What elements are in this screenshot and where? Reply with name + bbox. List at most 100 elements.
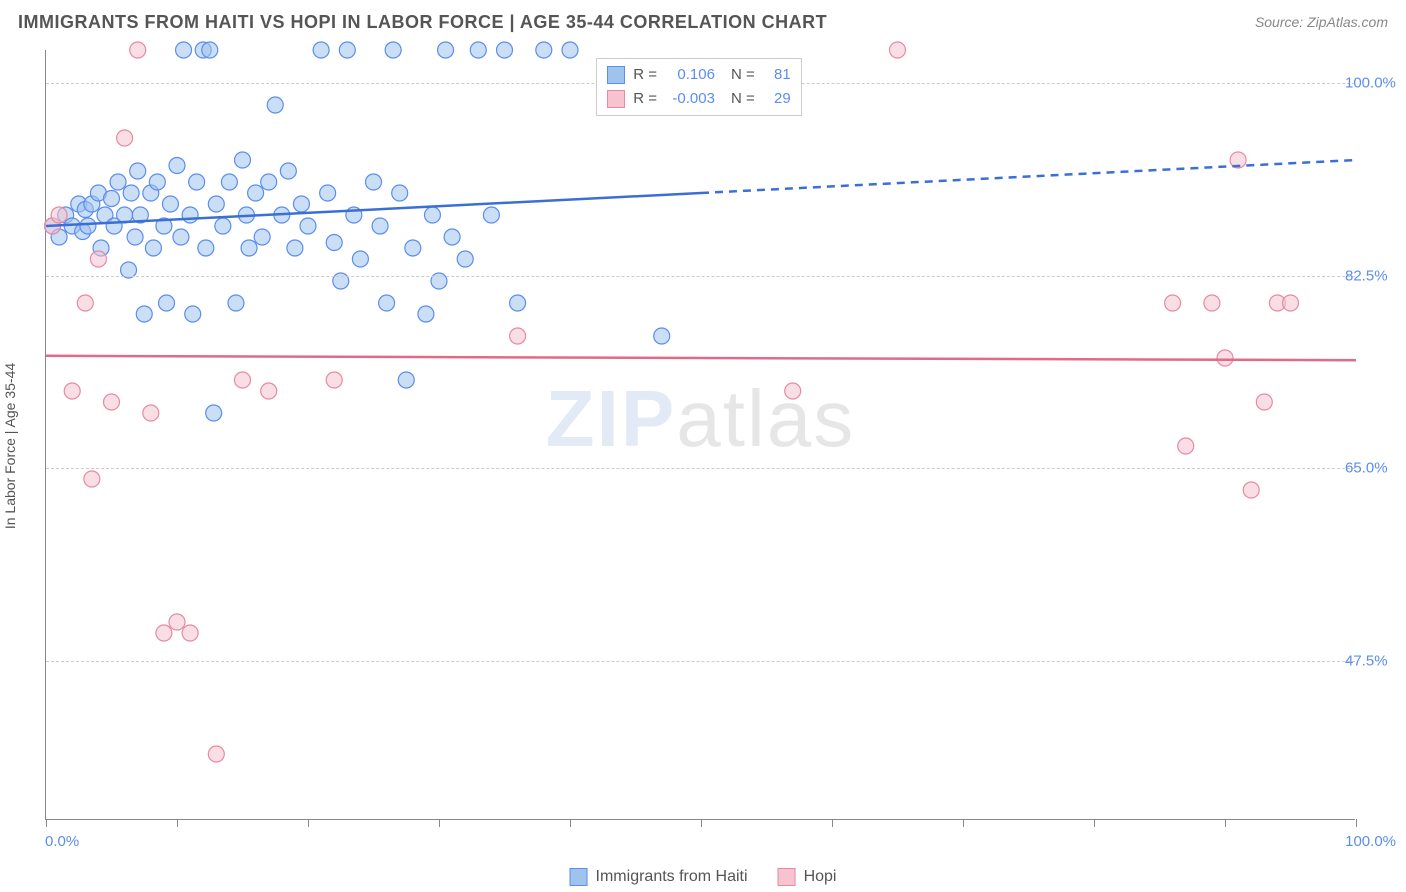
data-point	[261, 174, 277, 190]
gridline	[46, 276, 1355, 277]
data-point	[208, 196, 224, 212]
data-point	[1283, 295, 1299, 311]
y-tick-label: 100.0%	[1345, 75, 1405, 92]
swatch-icon	[570, 868, 588, 886]
data-point	[176, 42, 192, 58]
data-point	[189, 174, 205, 190]
x-tick	[1356, 819, 1357, 827]
data-point	[208, 746, 224, 762]
data-point	[1243, 482, 1259, 498]
data-point	[169, 614, 185, 630]
data-point	[326, 372, 342, 388]
data-point	[84, 471, 100, 487]
r-value: -0.003	[665, 90, 715, 107]
n-value: 29	[763, 90, 791, 107]
data-point	[366, 174, 382, 190]
gridline	[46, 661, 1355, 662]
data-point	[202, 42, 218, 58]
data-point	[110, 174, 126, 190]
plot-svg	[46, 50, 1355, 819]
plot-area: ZIPatlas 47.5%65.0%82.5%100.0%R =0.106N …	[45, 50, 1355, 820]
data-point	[221, 174, 237, 190]
data-point	[136, 306, 152, 322]
data-point	[80, 218, 96, 234]
data-point	[206, 405, 222, 421]
data-point	[185, 306, 201, 322]
data-point	[510, 328, 526, 344]
y-tick-label: 47.5%	[1345, 652, 1405, 669]
data-point	[51, 207, 67, 223]
data-point	[159, 295, 175, 311]
data-point	[1204, 295, 1220, 311]
data-point	[90, 251, 106, 267]
data-point	[235, 372, 251, 388]
data-point	[352, 251, 368, 267]
data-point	[182, 625, 198, 641]
x-tick	[963, 819, 964, 827]
trend-line-hopi	[46, 356, 1356, 360]
data-point	[405, 240, 421, 256]
x-tick	[701, 819, 702, 827]
x-axis-min-label: 0.0%	[45, 833, 79, 850]
data-point	[385, 42, 401, 58]
data-point	[438, 42, 454, 58]
data-point	[300, 218, 316, 234]
data-point	[104, 191, 120, 207]
data-point	[785, 383, 801, 399]
legend-bottom: Immigrants from Haiti Hopi	[570, 868, 837, 886]
swatch-icon	[778, 868, 796, 886]
data-point	[145, 240, 161, 256]
x-tick	[1225, 819, 1226, 827]
legend-correlation: R =0.106N =81R =-0.003N =29	[596, 58, 802, 116]
data-point	[1178, 438, 1194, 454]
y-tick-label: 82.5%	[1345, 267, 1405, 284]
legend-item-haiti: Immigrants from Haiti	[570, 868, 748, 886]
data-point	[149, 174, 165, 190]
data-point	[182, 207, 198, 223]
data-point	[392, 185, 408, 201]
data-point	[313, 42, 329, 58]
legend-item-hopi: Hopi	[778, 868, 837, 886]
chart-header: IMMIGRANTS FROM HAITI VS HOPI IN LABOR F…	[0, 0, 1406, 44]
legend-row: R =0.106N =81	[607, 63, 791, 87]
swatch-icon	[607, 66, 625, 84]
data-point	[228, 295, 244, 311]
data-point	[293, 196, 309, 212]
data-point	[483, 207, 499, 223]
x-tick	[308, 819, 309, 827]
data-point	[267, 97, 283, 113]
data-point	[654, 328, 670, 344]
data-point	[130, 42, 146, 58]
x-tick	[570, 819, 571, 827]
data-point	[444, 229, 460, 245]
y-axis-title: In Labor Force | Age 35-44	[2, 363, 18, 529]
swatch-icon	[607, 90, 625, 108]
data-point	[1256, 394, 1272, 410]
data-point	[326, 235, 342, 251]
data-point	[248, 185, 264, 201]
legend-row: R =-0.003N =29	[607, 87, 791, 111]
data-point	[424, 207, 440, 223]
data-point	[562, 42, 578, 58]
data-point	[241, 240, 257, 256]
data-point	[173, 229, 189, 245]
data-point	[470, 42, 486, 58]
gridline	[46, 468, 1355, 469]
data-point	[1165, 295, 1181, 311]
data-point	[130, 163, 146, 179]
data-point	[162, 196, 178, 212]
data-point	[398, 372, 414, 388]
data-point	[418, 306, 434, 322]
y-tick-label: 65.0%	[1345, 460, 1405, 477]
data-point	[1217, 350, 1233, 366]
data-point	[254, 229, 270, 245]
data-point	[156, 625, 172, 641]
data-point	[104, 394, 120, 410]
x-tick	[46, 819, 47, 827]
chart-title: IMMIGRANTS FROM HAITI VS HOPI IN LABOR F…	[18, 12, 827, 33]
n-value: 81	[763, 66, 791, 83]
data-point	[117, 130, 133, 146]
data-point	[169, 158, 185, 174]
data-point	[497, 42, 513, 58]
data-point	[64, 383, 80, 399]
